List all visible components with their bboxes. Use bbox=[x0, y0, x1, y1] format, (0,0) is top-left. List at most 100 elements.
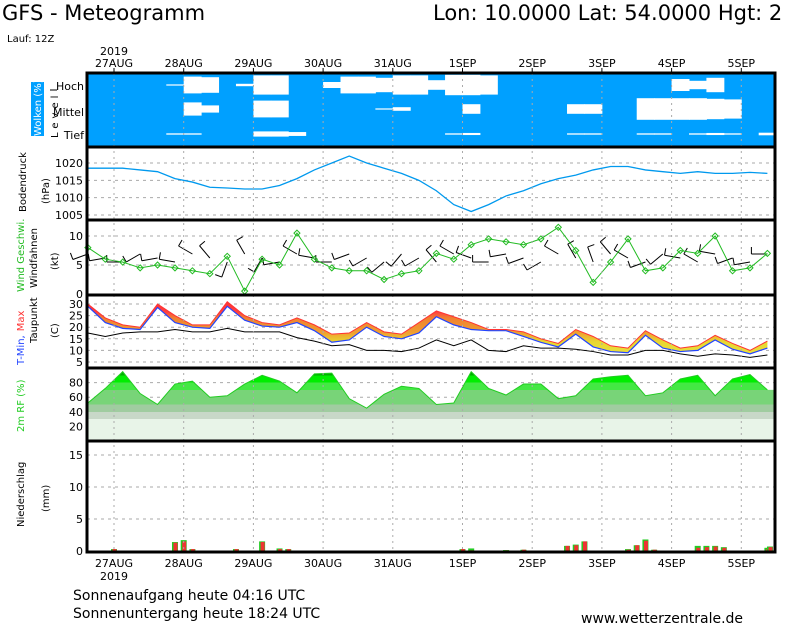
cloud-clear-tief bbox=[270, 131, 289, 137]
wind-barb bbox=[390, 253, 402, 267]
cloud-clear-mittel bbox=[183, 102, 202, 116]
precip-bar-convective bbox=[582, 541, 587, 551]
precip-bar-convective bbox=[182, 541, 187, 551]
wind-speed-point bbox=[606, 258, 615, 266]
precip-bar-convective bbox=[713, 546, 718, 551]
cloud-clear-mittel bbox=[375, 108, 394, 110]
wind-speed-point bbox=[554, 223, 563, 232]
tmin-line bbox=[87, 305, 768, 355]
cloud-clear-mittel bbox=[706, 98, 725, 120]
wind-barb-feather bbox=[599, 236, 606, 243]
wind-speed-point bbox=[293, 229, 301, 237]
wind-speed-point bbox=[450, 255, 458, 263]
wind-speed-point bbox=[310, 255, 319, 263]
date-label-bottom: 1SEP bbox=[449, 557, 477, 570]
wind-barb-feather bbox=[215, 274, 222, 278]
wind-speed-point bbox=[467, 240, 475, 249]
date-label-top: 2SEP bbox=[518, 57, 546, 70]
wind-barb-feather bbox=[455, 245, 460, 253]
precip-bar-convective bbox=[574, 545, 579, 551]
run-label: Lauf: 12Z bbox=[7, 34, 54, 45]
wind-speed-point bbox=[624, 235, 632, 243]
wind-speed-point bbox=[119, 258, 127, 266]
wind-barb bbox=[178, 245, 193, 255]
wind-speed-point bbox=[537, 235, 545, 243]
wind-barb bbox=[544, 245, 559, 255]
date-label-bottom: 31AUG bbox=[374, 557, 412, 570]
temp-tick-label: 20 bbox=[69, 321, 83, 334]
cloud-clear-mittel bbox=[671, 98, 690, 120]
date-label-top: 30AUG bbox=[304, 57, 342, 70]
website-link[interactable]: www.wetterzentrale.de bbox=[581, 611, 743, 625]
wind-barb bbox=[236, 239, 246, 255]
wind-barb-feather bbox=[664, 248, 667, 256]
precip-bar-convective bbox=[722, 547, 727, 551]
wind-speed-point bbox=[188, 267, 197, 275]
precip-bar-convective bbox=[460, 549, 465, 551]
precip-bar-convective bbox=[643, 540, 648, 551]
wind-barb bbox=[425, 249, 437, 263]
cloud-clear-tief bbox=[723, 133, 742, 135]
panel-frame bbox=[85, 439, 777, 554]
wind-speed-point bbox=[380, 275, 388, 284]
precip-bar-convective bbox=[173, 542, 178, 551]
date-label-bottom: 27AUG bbox=[95, 557, 133, 570]
cloud-clear-tief bbox=[462, 132, 481, 136]
cloud-clear-mittel bbox=[567, 104, 585, 114]
wind-barb bbox=[159, 258, 176, 263]
sunrise-text: Sonnenaufgang heute 04:16 UTC bbox=[73, 588, 305, 604]
pressure-line bbox=[87, 155, 768, 213]
cloud-clear-tief bbox=[654, 133, 673, 135]
wind-barb-feather bbox=[488, 249, 491, 257]
cloud-clear-hoch bbox=[253, 75, 272, 95]
date-label-top: 31AUG bbox=[374, 57, 412, 70]
wind-speed-point bbox=[415, 267, 423, 275]
wind-barb-feather bbox=[122, 255, 127, 263]
wind-barb bbox=[282, 245, 298, 255]
precip-bar-convective bbox=[234, 549, 239, 551]
wind-barb-feather bbox=[401, 259, 406, 267]
precip-axis-unit: (mm) bbox=[41, 485, 52, 512]
pressure-axis-title: Bodendruck bbox=[18, 152, 29, 212]
dewpoint-axis-title: Taupunkt bbox=[29, 297, 40, 344]
dewpoint-line bbox=[87, 327, 768, 358]
wind-speed-point bbox=[572, 246, 580, 255]
sunset-text: Sonnenuntergang heute 18:24 UTC bbox=[73, 606, 320, 622]
precip-tick-label: 10 bbox=[69, 481, 83, 494]
cloud-clear-tief bbox=[584, 133, 603, 135]
precip-bar-convective bbox=[652, 549, 657, 551]
temp-tick-label: 15 bbox=[69, 333, 83, 346]
wind-speed-point bbox=[676, 246, 684, 255]
wind-speed-point bbox=[728, 267, 737, 275]
panel-frames bbox=[85, 68, 777, 554]
cloud-clear-mittel bbox=[201, 105, 220, 113]
cloud-clear-mittel bbox=[253, 100, 272, 118]
wind-speed-point bbox=[397, 269, 406, 278]
wind-speed-point bbox=[484, 235, 493, 243]
wind-barb-feather bbox=[366, 266, 373, 273]
rh-tick-label: 20 bbox=[69, 420, 83, 433]
rh-line bbox=[87, 370, 768, 409]
wind-barb-feather bbox=[385, 261, 392, 267]
wind-speed-point bbox=[171, 264, 179, 272]
wind-barb-feather bbox=[714, 256, 718, 264]
wind-barbs-axis-title: Windfahnen bbox=[29, 228, 40, 288]
date-label-top: 1SEP bbox=[449, 57, 477, 70]
cloud-clear-hoch bbox=[706, 77, 725, 93]
pressure-tick-label: 1020 bbox=[55, 157, 83, 170]
location-info: Lon: 10.0000 Lat: 54.0000 Hgt: 2 bbox=[433, 1, 782, 25]
cloud-clear-mittel bbox=[688, 98, 707, 120]
precip-bar-convective bbox=[768, 547, 773, 551]
wind-speed-line bbox=[87, 226, 768, 293]
pressure-tick-label: 1015 bbox=[55, 174, 83, 187]
level-axis-title: Level bbox=[50, 92, 61, 138]
date-label-top: 5SEP bbox=[728, 57, 756, 70]
wind-barb bbox=[298, 254, 315, 259]
wind-barb-feather bbox=[587, 244, 595, 248]
pressure-axis-unit: (hPa) bbox=[41, 178, 52, 204]
precip-bar-convective bbox=[521, 549, 526, 551]
precip-bar-convective bbox=[278, 549, 283, 551]
rh-tick-label: 60 bbox=[69, 391, 83, 404]
wind-barb bbox=[371, 261, 385, 273]
